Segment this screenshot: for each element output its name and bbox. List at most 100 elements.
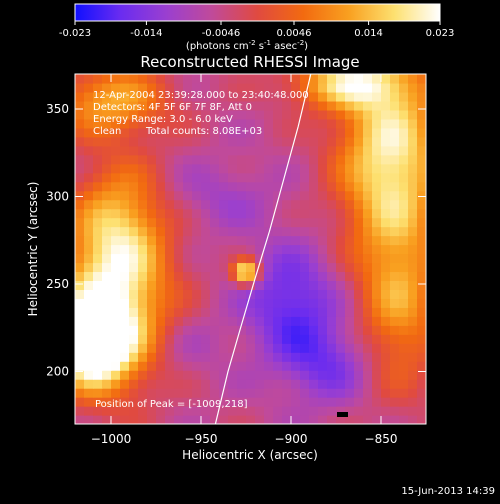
heatmap-cell xyxy=(102,244,112,255)
heatmap-cell xyxy=(93,352,103,362)
heatmap-cell xyxy=(93,406,103,416)
heatmap-cell xyxy=(111,352,121,362)
heatmap-cell xyxy=(336,163,346,174)
heatmap-cell xyxy=(363,289,373,299)
heatmap-cell xyxy=(192,217,202,228)
heatmap-cell xyxy=(75,379,85,389)
heatmap-cell xyxy=(201,190,211,201)
heatmap-cell xyxy=(219,352,229,362)
heatmap-cell xyxy=(363,244,373,255)
heatmap-cell xyxy=(75,370,85,380)
heatmap-cell xyxy=(237,361,247,371)
heatmap-cell xyxy=(156,406,166,416)
heatmap-cell xyxy=(120,136,130,147)
heatmap-cell xyxy=(147,307,157,317)
heatmap-cell xyxy=(381,217,391,228)
heatmap-cell xyxy=(372,136,382,147)
heatmap-cell xyxy=(264,235,274,246)
heatmap-cell xyxy=(120,91,130,102)
heatmap-cell xyxy=(84,82,94,93)
heatmap-cell xyxy=(345,154,355,165)
heatmap-cell xyxy=(336,316,346,326)
heatmap-cell xyxy=(120,109,130,120)
heatmap-cell xyxy=(399,100,409,111)
heatmap-cell xyxy=(111,217,121,228)
heatmap-cell xyxy=(147,154,157,165)
heatmap-cell xyxy=(228,226,238,237)
heatmap-cell xyxy=(192,370,202,380)
heatmap-cell xyxy=(327,217,337,228)
heatmap-cell xyxy=(282,82,292,93)
heatmap-cell xyxy=(291,280,301,290)
heatmap-cell xyxy=(399,181,409,192)
heatmap-cell xyxy=(264,379,274,389)
heatmap-cell xyxy=(246,190,256,201)
heatmap-cell xyxy=(255,172,265,183)
heatmap-cell xyxy=(318,172,328,183)
heatmap-cell xyxy=(381,406,391,416)
heatmap-cell xyxy=(120,226,130,237)
heatmap-cell xyxy=(282,217,292,228)
footer-timestamp: 15-Jun-2013 14:39 xyxy=(401,486,495,497)
heatmap-cell xyxy=(336,280,346,290)
heatmap-cell xyxy=(219,334,229,344)
heatmap-cell xyxy=(165,370,175,380)
heatmap-cell xyxy=(264,145,274,156)
heatmap-cell xyxy=(192,199,202,210)
heatmap-cell xyxy=(246,262,256,273)
heatmap-cell xyxy=(327,226,337,237)
heatmap-cell xyxy=(273,415,283,424)
heatmap-cell xyxy=(327,289,337,299)
heatmap-cell xyxy=(237,271,247,282)
heatmap-cell xyxy=(273,262,283,273)
heatmap-cell xyxy=(291,316,301,326)
heatmap-cell xyxy=(363,190,373,201)
heatmap-cell xyxy=(165,307,175,317)
heatmap-cell xyxy=(210,91,220,102)
heatmap-cell xyxy=(93,316,103,326)
heatmap-cell xyxy=(165,343,175,353)
heatmap-cell xyxy=(246,397,256,407)
heatmap-cell xyxy=(255,361,265,371)
heatmap-cell xyxy=(111,190,121,201)
heatmap-cell xyxy=(390,145,400,156)
heatmap-cell xyxy=(255,334,265,344)
heatmap-cell xyxy=(210,154,220,165)
heatmap-cell xyxy=(165,379,175,389)
heatmap-cell xyxy=(201,226,211,237)
heatmap-cell xyxy=(390,271,400,282)
heatmap-cell xyxy=(417,208,426,219)
heatmap-cell xyxy=(390,415,400,424)
heatmap-cell xyxy=(354,415,364,424)
heatmap-cell xyxy=(201,406,211,416)
heatmap-cell xyxy=(336,307,346,317)
heatmap-cell xyxy=(237,343,247,353)
heatmap-cell xyxy=(192,271,202,282)
annotation-total-counts: Total counts: 8.08E+03 xyxy=(145,126,262,137)
heatmap-cell xyxy=(309,388,319,398)
heatmap-cell xyxy=(192,307,202,317)
heatmap-cell xyxy=(111,199,121,210)
heatmap-cell xyxy=(246,163,256,174)
heatmap-cell xyxy=(345,82,355,93)
heatmap-cell xyxy=(156,379,166,389)
heatmap-cell xyxy=(264,154,274,165)
heatmap-cell xyxy=(417,190,426,201)
heatmap-cell xyxy=(165,334,175,344)
heatmap-cell xyxy=(390,325,400,335)
heatmap-cell xyxy=(417,397,426,407)
heatmap-cell xyxy=(318,136,328,147)
heatmap-cell xyxy=(138,208,148,219)
heatmap-cell xyxy=(201,280,211,290)
heatmap-cell xyxy=(174,208,184,219)
heatmap-cell xyxy=(183,91,193,102)
heatmap-cell xyxy=(345,163,355,174)
heatmap-cell xyxy=(201,172,211,183)
heatmap-cell xyxy=(75,262,85,273)
heatmap-cell xyxy=(192,181,202,192)
heatmap-cell xyxy=(129,298,139,308)
heatmap-cell xyxy=(219,136,229,147)
heatmap-cell xyxy=(156,154,166,165)
heatmap-cell xyxy=(120,361,130,371)
heatmap-cell xyxy=(156,82,166,93)
